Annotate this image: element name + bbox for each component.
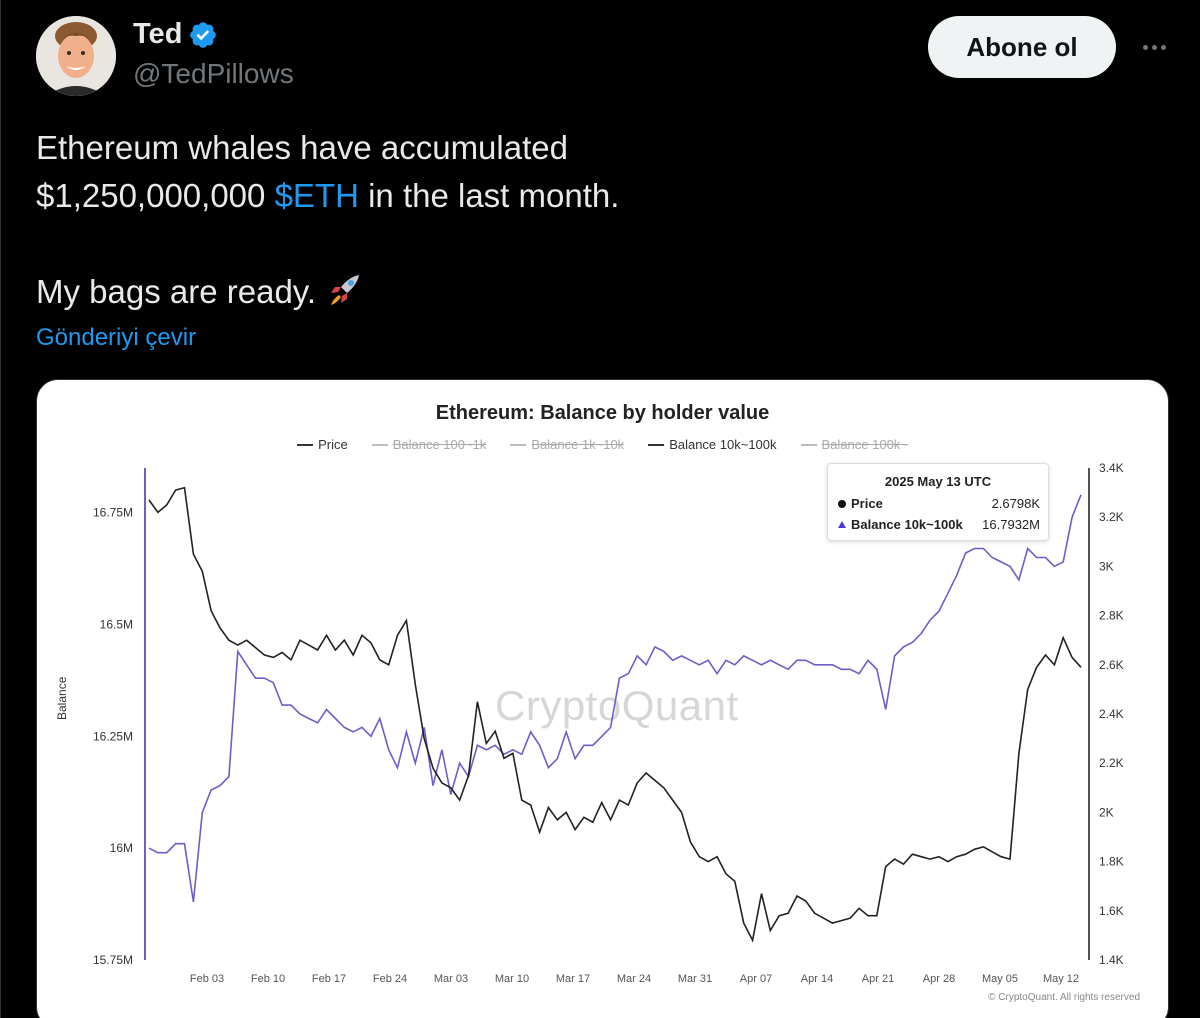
tweet-line-1: Ethereum whales have accumulated [36,129,568,166]
tweet-line-3-text: My bags are ready. [36,273,317,310]
tooltip-balance-row: Balance 10k~100k 16.7932M [838,517,1040,532]
tweet-line-2-rest: in the last month. [368,177,620,214]
tooltip-balance-value: 16.7932M [982,517,1040,532]
right-tick-label: 2.8K [1099,609,1124,623]
chart-tooltip: 2025 May 13 UTC Price 2.6798K Balance 10… [827,463,1049,541]
x-tick-label: Feb 24 [373,973,407,985]
tooltip-price-value: 2.6798K [991,496,1040,511]
series-price-line [148,486,1082,943]
left-tick-label: 16.5M [100,618,133,632]
left-tick-label: 16.25M [93,729,133,743]
legend-item-balance-100k: Balance 100k~ [800,437,908,452]
x-tick-label: Feb 03 [190,973,224,985]
right-tick-label: 2.2K [1099,756,1124,770]
tweet-line-3: My bags are ready. [36,268,1156,316]
series-balance-10k-100k-line [148,494,1082,903]
tooltip-price-label: Price [851,496,883,511]
x-tick-label: May 05 [982,973,1018,985]
x-tick-label: Feb 17 [312,973,346,985]
author-name[interactable]: Ted [133,18,183,50]
more-horizontal-icon[interactable] [1134,30,1174,64]
verified-badge-icon [190,21,217,48]
tooltip-date: 2025 May 13 UTC [884,474,992,489]
x-tick-label: Apr 14 [801,973,833,985]
chart-copyright: © CryptoQuant. All rights reserved [988,992,1140,1003]
tweet-text: Ethereum whales have accumulated $1,250,… [36,124,1156,316]
x-tick-label: Apr 21 [862,973,894,985]
chart-title: Ethereum: Balance by holder value [435,402,770,424]
rocket-icon [331,275,360,305]
right-tick-label: 3.2K [1099,510,1124,524]
left-tick-label: 15.75M [93,953,133,967]
tooltip-price-row: Price 2.6798K [838,496,1040,511]
tweet-media-image[interactable]: Ethereum: Balance by holder value Price … [36,379,1169,1018]
right-tick-label: 2K [1099,805,1114,819]
right-tick-label: 2.4K [1099,707,1124,721]
right-tick-label: 3.4K [1099,461,1124,475]
right-tick-label: 2.6K [1099,658,1124,672]
x-tick-label: Mar 10 [495,973,529,985]
chart-plot: 16.75M 16.5M 16.25M 16M 15.75M 3.4K 3.2K 3K 2.8K… [93,461,1124,985]
left-tick-label: 16M [110,841,133,855]
x-tick-label: Apr 07 [740,973,772,985]
x-tick-label: Mar 31 [678,973,712,985]
left-tick-label: 16.75M [93,506,133,520]
x-tick-label: Mar 24 [617,973,651,985]
legend-item-balance-100-1k: Balance 100~1k [371,437,486,452]
right-tick-label: 1.6K [1099,904,1124,918]
tweet-amount: $1,250,000,000 [36,177,266,214]
chart-ylabel: Balance [55,676,69,720]
x-tick-label: Mar 03 [434,973,468,985]
x-tick-label: Feb 10 [251,973,285,985]
eth-cashtag-link[interactable]: $ETH [274,177,359,214]
translate-post-link[interactable]: Gönderiyi çevir [36,324,197,351]
tweet-line-2: $1,250,000,000 $ETH in the last month. [36,172,1156,220]
x-tick-label: Apr 28 [923,973,955,985]
legend-item-balance-1k-10k: Balance 1k~10k [510,437,624,452]
legend-item-price: Price [297,437,348,452]
right-tick-label: 1.4K [1099,953,1124,967]
avatar-image [36,16,116,96]
tooltip-balance-label: Balance 10k~100k [851,517,963,532]
author-handle[interactable]: @TedPillows [133,58,294,89]
column-border [0,0,1,1018]
legend-item-balance-10k-100k: Balance 10k~100k [648,437,777,452]
x-tick-label: Mar 17 [556,973,590,985]
x-tick-label: May 12 [1043,973,1079,985]
follow-button[interactable]: Abone ol [928,16,1116,78]
avatar[interactable] [36,16,116,96]
right-tick-label: 1.8K [1099,855,1124,869]
chart-legend: Price Balance 100~1k Balance 1k~10k Bala… [37,437,1168,452]
right-tick-label: 3K [1099,559,1114,573]
author-name-row[interactable]: Ted [133,18,218,51]
